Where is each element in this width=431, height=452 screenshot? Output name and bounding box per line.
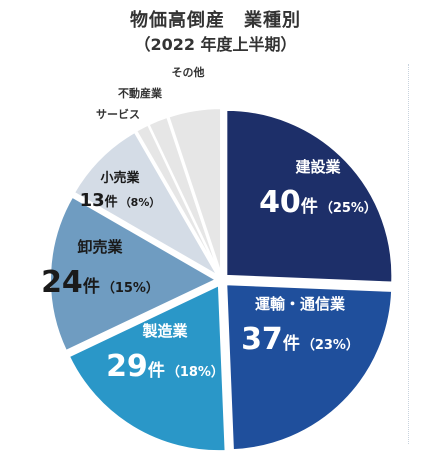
slice-name: 建設業 — [295, 158, 341, 176]
slice-name: サービス — [96, 107, 140, 121]
slice-label-4: 卸売業 24件 （15%） — [41, 238, 159, 300]
slice-8 — [167, 107, 223, 275]
slice-name: 製造業 — [141, 322, 188, 340]
slice-count: 40件 （25%） — [259, 185, 377, 220]
slice-name: 卸売業 — [77, 238, 123, 256]
slice-label-8: その他 — [172, 65, 205, 79]
slice-7 — [147, 115, 221, 275]
chart-title-block: 物価高倒産 業種別 （2022 年度上半期） — [0, 8, 431, 56]
slice-3 — [67, 283, 227, 452]
slice-name: 運輸・通信業 — [255, 295, 346, 313]
slice-4 — [49, 195, 219, 353]
slice-name: 小売業 — [100, 170, 140, 186]
chart-title: 物価高倒産 業種別 — [130, 10, 301, 31]
slice-2 — [225, 283, 394, 452]
slice-count: 13件 （8%） — [80, 190, 161, 211]
slice-label-3: 製造業 29件 （18%） — [106, 322, 224, 384]
slice-label-5: 小売業 13件 （8%） — [80, 170, 161, 211]
slice-name: その他 — [172, 65, 205, 79]
dotted-divider — [408, 64, 411, 444]
slice-label-7: 不動産業 — [118, 86, 163, 100]
slice-label-2: 運輸・通信業 37件 （23%） — [241, 295, 359, 357]
slice-count: 37件 （23%） — [241, 322, 359, 357]
chart-subtitle: （2022 年度上半期） — [134, 35, 297, 54]
slice-label-1: 建設業 40件 （25%） — [259, 158, 377, 220]
slice-count: 29件 （18%） — [106, 349, 224, 384]
slice-1 — [225, 108, 394, 284]
slice-count: 24件 （15%） — [41, 265, 159, 300]
slice-name: 不動産業 — [118, 86, 163, 100]
slice-label-6: サービス — [96, 107, 140, 121]
slice-5 — [72, 130, 221, 279]
